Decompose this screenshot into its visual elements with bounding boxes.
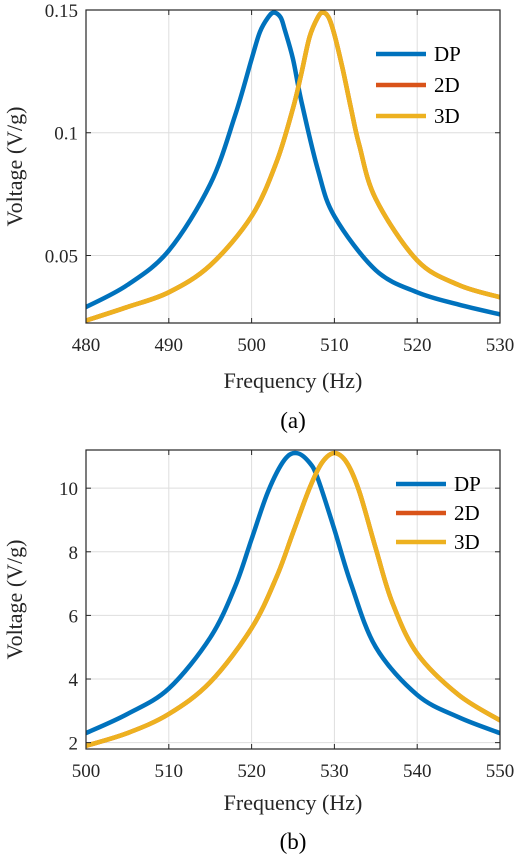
y-tick-label: 4 bbox=[69, 670, 79, 691]
x-axis-title: Frequency (Hz) bbox=[224, 368, 363, 393]
axes-box bbox=[85, 449, 501, 750]
legend: DP 2D 3D bbox=[396, 472, 481, 554]
legend: DP 2D 3D bbox=[376, 42, 461, 128]
y-axis-title: Voltage (V/g) bbox=[2, 107, 27, 227]
y-axis-title: Voltage (V/g) bbox=[2, 540, 27, 660]
legend-label-3d: 3D bbox=[434, 104, 460, 128]
x-tick-label: 510 bbox=[155, 761, 184, 782]
x-tick-label: 540 bbox=[403, 761, 432, 782]
y-tick-label: 2 bbox=[69, 734, 79, 755]
legend-label-dp: DP bbox=[434, 42, 461, 66]
panel-label: (a) bbox=[280, 408, 306, 433]
legend-label-dp: DP bbox=[454, 472, 481, 496]
y-tick-label: 0.1 bbox=[54, 124, 78, 145]
x-tick-label: 520 bbox=[403, 335, 432, 356]
series-line-dp bbox=[86, 10, 500, 317]
x-axis-title: Frequency (Hz) bbox=[224, 790, 363, 815]
legend-label-3d: 3D bbox=[454, 530, 480, 554]
series-line-3d bbox=[86, 450, 500, 749]
x-tick-label: 500 bbox=[237, 335, 266, 356]
y-tick-label: 8 bbox=[69, 543, 79, 564]
chart-a: 480 490 500 510 520 530 0.05 0.1 0.15 Frequency (… bbox=[2, 1, 514, 433]
panel-label: (b) bbox=[280, 829, 307, 854]
x-tick-label: 530 bbox=[486, 335, 515, 356]
series-group bbox=[86, 10, 500, 323]
x-tick-label: 520 bbox=[237, 761, 266, 782]
series-line-3d bbox=[86, 10, 500, 323]
series-line-dp bbox=[86, 450, 500, 736]
axes-box bbox=[85, 9, 501, 324]
x-tick-label: 490 bbox=[155, 335, 184, 356]
x-tick-label: 480 bbox=[72, 335, 101, 356]
x-tick-label: 530 bbox=[320, 761, 349, 782]
y-tick-label: 0.05 bbox=[45, 246, 78, 267]
y-tick-label: 10 bbox=[59, 479, 78, 500]
series-group bbox=[86, 450, 500, 749]
legend-label-2d: 2D bbox=[434, 73, 460, 97]
chart-b: 500 510 520 530 540 550 2 4 6 8 10 Frequency (Hz) Vo… bbox=[2, 449, 515, 854]
x-tick-label: 500 bbox=[72, 761, 101, 782]
y-tick-label: 0.15 bbox=[45, 1, 78, 22]
legend-label-2d: 2D bbox=[454, 501, 480, 525]
x-tick-label: 550 bbox=[486, 761, 515, 782]
x-tick-label: 510 bbox=[320, 335, 349, 356]
y-tick-label: 6 bbox=[69, 606, 79, 627]
